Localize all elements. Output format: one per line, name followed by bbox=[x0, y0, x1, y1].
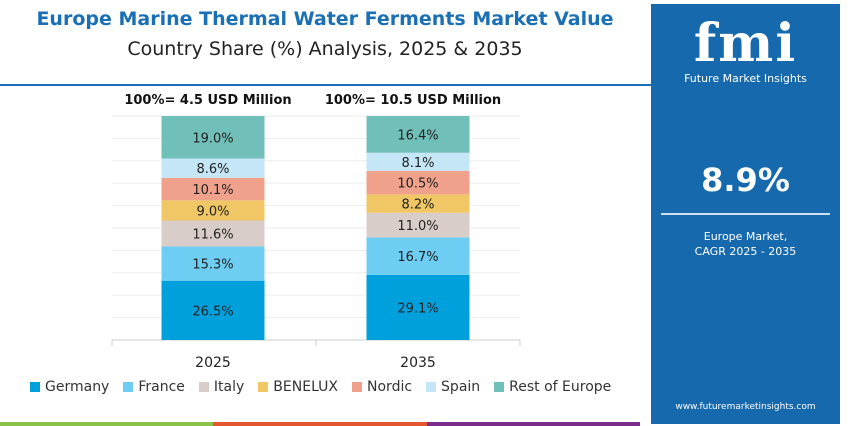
legend-swatch bbox=[123, 382, 134, 392]
x-tick-label: 2035 bbox=[400, 355, 436, 371]
legend-swatch bbox=[198, 382, 209, 392]
cagr-desc-line1: Europe Market, bbox=[703, 230, 788, 243]
data-label: 11.6% bbox=[192, 227, 233, 242]
legend-label: Italy bbox=[213, 379, 245, 395]
legend-label: Spain bbox=[441, 379, 481, 395]
bar-segment-benelux-2025 bbox=[161, 200, 265, 221]
cagr-description: Europe Market, CAGR 2025 - 2035 bbox=[651, 229, 840, 259]
data-label: 8.1% bbox=[401, 156, 434, 171]
legend-swatch bbox=[352, 382, 363, 392]
bar-segment-nordic-2025 bbox=[161, 177, 265, 201]
data-label: 16.4% bbox=[397, 128, 438, 143]
bar-segment-france-2035 bbox=[366, 237, 470, 275]
data-label: 8.2% bbox=[401, 198, 434, 213]
chart-title: Europe Marine Thermal Water Ferments Mar… bbox=[36, 8, 614, 30]
legend-label: France bbox=[138, 379, 185, 395]
title-divider bbox=[0, 84, 652, 86]
legend: Germany France Italy BENELUX Nordic Spain Rest… bbox=[30, 379, 611, 395]
legend-swatch bbox=[426, 382, 437, 392]
bar-segment-spain-2025 bbox=[161, 158, 265, 178]
legend-swatch bbox=[494, 382, 505, 392]
bar-segment-rest-of-europe-2025 bbox=[161, 116, 265, 159]
cagr-value: 8.9% bbox=[701, 161, 790, 199]
legend-label: Rest of Europe bbox=[509, 379, 612, 395]
legend-label: BENELUX bbox=[273, 379, 339, 395]
bar-segment-france-2025 bbox=[161, 246, 265, 281]
legend-item: Rest of Europe bbox=[494, 379, 611, 395]
x-tick-label: 2025 bbox=[195, 355, 231, 371]
legend-item: BENELUX bbox=[258, 379, 338, 395]
data-label: 11.0% bbox=[397, 219, 438, 234]
legend-swatch bbox=[258, 382, 269, 392]
data-label: 26.5% bbox=[192, 304, 233, 319]
bar-segment-italy-2025 bbox=[161, 220, 265, 247]
strip-segment bbox=[213, 422, 427, 426]
strip-segment bbox=[426, 422, 640, 426]
bar-segment-germany-2035 bbox=[366, 274, 470, 340]
bar-segment-italy-2035 bbox=[366, 212, 470, 238]
legend-item: Nordic bbox=[352, 379, 412, 395]
data-label: 10.1% bbox=[192, 183, 233, 198]
chart-subtitle: Country Share (%) Analysis, 2025 & 2035 bbox=[127, 38, 523, 60]
legend-item: Spain bbox=[426, 379, 480, 395]
strip-segment bbox=[0, 422, 214, 426]
bar-segment-germany-2025 bbox=[161, 280, 265, 340]
legend-item: Germany bbox=[30, 379, 109, 395]
brand-name: Future Market Insights bbox=[684, 72, 807, 85]
legend-label: Germany bbox=[45, 379, 110, 395]
cagr-panel: fmi Future Market Insights 8.9% Europe M… bbox=[651, 4, 840, 424]
legend-swatch bbox=[30, 382, 40, 392]
cagr-desc-line2: CAGR 2025 - 2035 bbox=[694, 245, 797, 258]
bar-segment-nordic-2035 bbox=[366, 170, 470, 195]
data-label: 8.6% bbox=[196, 162, 229, 177]
panel-divider bbox=[661, 213, 830, 215]
legend-label: Nordic bbox=[367, 379, 413, 395]
legend-item: France bbox=[123, 379, 185, 395]
total-label: 100%= 4.5 USD Million bbox=[124, 93, 291, 108]
data-label: 29.1% bbox=[397, 301, 438, 316]
total-label: 100%= 10.5 USD Million bbox=[325, 93, 501, 108]
website-url[interactable]: www.futuremarketinsights.com bbox=[675, 402, 816, 412]
data-label: 16.7% bbox=[397, 250, 438, 265]
bottom-color-strip bbox=[0, 422, 640, 426]
data-label: 19.0% bbox=[192, 131, 233, 146]
bar-segment-benelux-2035 bbox=[366, 194, 470, 213]
legend-item: Italy bbox=[198, 379, 245, 395]
fmi-logo: fmi bbox=[693, 13, 798, 74]
bar-segment-rest-of-europe-2035 bbox=[366, 116, 470, 153]
bar-segment-spain-2035 bbox=[366, 152, 470, 171]
stacked-bar-chart: 26.5% 15.3% 11.6% 9.0% 10.1% 8.6% 19.0% 100%= 4… bbox=[111, 93, 521, 371]
data-label: 15.3% bbox=[192, 258, 233, 273]
data-label: 9.0% bbox=[196, 204, 229, 219]
data-label: 10.5% bbox=[397, 177, 438, 192]
